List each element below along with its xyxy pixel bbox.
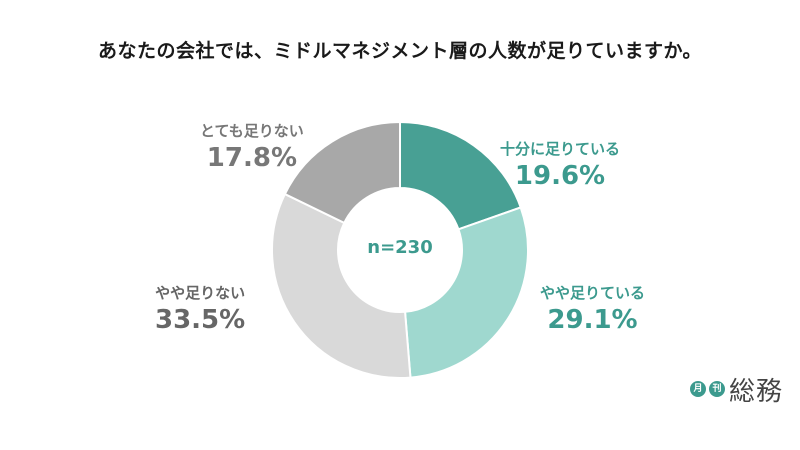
- slice-name: やや足りない: [155, 284, 246, 302]
- slice-label-somewhat-insufficient: やや足りない 33.5%: [155, 282, 245, 335]
- center-label: n=230: [367, 237, 433, 258]
- slice-value-label: 17.8%: [206, 143, 297, 173]
- slice-label-fully-sufficient: 十分に足りている 19.6%: [500, 138, 620, 191]
- logo-badge: 月: [690, 381, 706, 397]
- logo-badges: 月 刊: [690, 381, 725, 397]
- slice-value-label: 29.1%: [547, 305, 638, 335]
- donut-slice-somewhat-insufficient: [271, 192, 412, 379]
- donut-slice-somewhat-sufficient: [403, 206, 529, 379]
- slice-name: 十分に足りている: [500, 140, 621, 158]
- chart-title: あなたの会社では、ミドルマネジメント層の人数が足りていますか。: [97, 40, 703, 62]
- slice-label-very-insufficient: とても足りない 17.8%: [200, 120, 304, 173]
- slice-name: やや足りている: [540, 284, 646, 302]
- slice-value-label: 33.5%: [155, 305, 246, 335]
- slice-name: とても足りない: [200, 122, 304, 140]
- slice-value-label: 19.6%: [514, 161, 606, 191]
- donut-slice-fully-sufficient: [399, 120, 522, 231]
- logo-badge: 刊: [709, 381, 725, 397]
- slice-label-somewhat-sufficient: やや足りている 29.1%: [540, 282, 645, 335]
- logo: 月 刊 総務: [690, 372, 784, 407]
- donut-slice-very-insufficient: [283, 120, 401, 225]
- logo-text: 総務: [729, 376, 784, 407]
